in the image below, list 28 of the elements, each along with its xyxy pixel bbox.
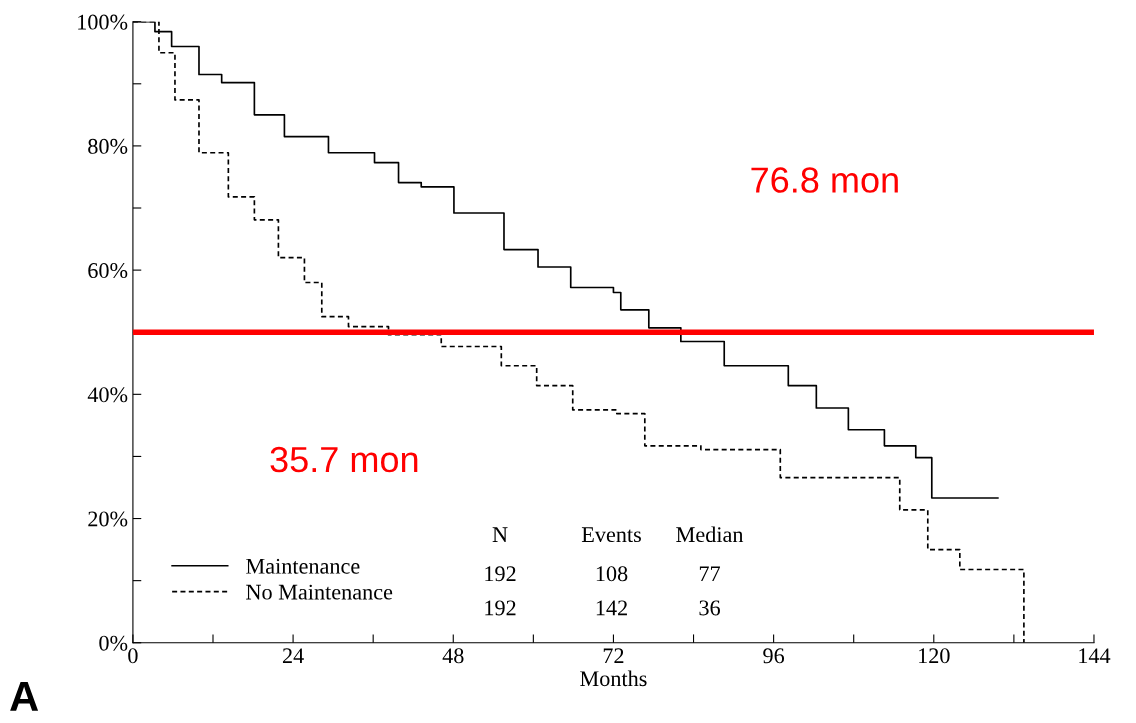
y-tick-label: 60%: [88, 263, 128, 279]
y-tick-label: 80%: [88, 138, 128, 154]
y-tick-label: 0%: [99, 635, 128, 651]
x-tick-label: 144: [1079, 648, 1111, 664]
y-tick-label: 100%: [78, 14, 128, 30]
annotation: N: [492, 527, 508, 542]
x-tick-label: 96: [763, 648, 785, 664]
annotation: Median: [676, 526, 744, 543]
x-tick-label: 72: [603, 648, 624, 664]
x-tick-label: 24: [282, 648, 304, 664]
annotation: 35.7 mon: [270, 446, 418, 473]
annotation: Events: [581, 527, 641, 543]
x-tick-label: 120: [919, 648, 950, 664]
x-tick-label: 48: [442, 648, 464, 664]
annotation: 108: [596, 566, 628, 582]
legend-label: No Maintenance: [246, 584, 393, 600]
annotation: 192: [485, 566, 516, 582]
legend-label: Maintenance: [246, 558, 360, 574]
y-tick-label: 40%: [87, 387, 128, 403]
annotation: 142: [596, 600, 627, 616]
annotation: 36: [699, 600, 720, 616]
text: A: [10, 682, 39, 711]
x-axis-title: Months: [580, 670, 647, 687]
annotation: 192: [485, 600, 516, 616]
annotation: 76.8 mon: [751, 167, 898, 193]
x-tick-label: 0: [128, 648, 138, 664]
annotation: 77: [699, 566, 721, 582]
y-tick-label: 20%: [88, 511, 128, 527]
